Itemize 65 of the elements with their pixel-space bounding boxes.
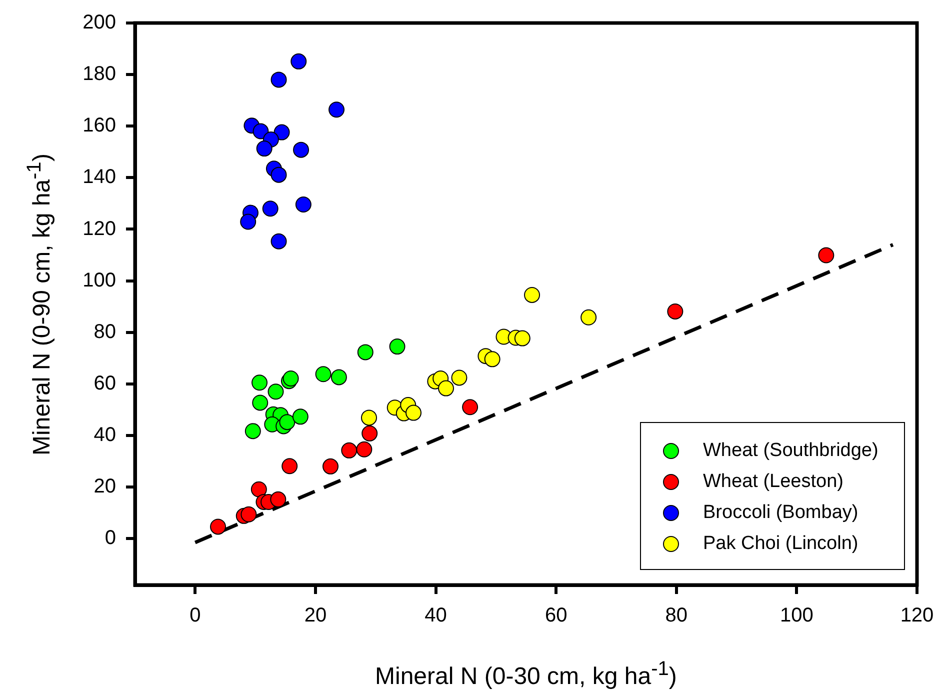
point [356,441,372,458]
point [484,351,500,368]
point [818,247,834,264]
point [315,366,332,382]
point [580,309,597,326]
point [252,394,268,411]
point [667,303,684,320]
y-tick-label: 40 [94,424,116,446]
y-tick-label: 120 [82,218,116,240]
point [451,370,468,386]
point [295,196,312,212]
point [210,518,226,535]
point [270,491,286,508]
point [290,53,307,70]
y-tick-label: 180 [82,63,116,86]
point [252,123,269,140]
y-tick-label: 60 [94,372,116,394]
point [268,384,284,400]
point [240,214,256,230]
x-tick-label: 40 [424,604,447,627]
legend-label: Broccoli (Bombay) [703,502,858,524]
point [292,408,308,425]
point [279,414,296,430]
point [357,344,374,360]
point [282,458,298,474]
point [252,374,268,391]
y-tick-label: 200 [82,12,116,34]
point [256,140,272,157]
point [293,142,310,158]
point [270,72,287,88]
point [274,124,290,140]
x-tick-label: 20 [304,604,327,627]
x-tick-label: 60 [544,604,568,627]
point [341,442,358,458]
point [244,423,261,440]
x-tick-label: 120 [900,604,934,627]
point [524,286,540,303]
point [250,481,267,498]
point [262,200,278,217]
x-tick-label: 80 [665,604,688,627]
x-tick-label: 100 [780,604,814,627]
point [361,410,377,426]
y-tick-label: 0 [104,527,116,550]
legend-label: Wheat (Leeston) [703,470,844,492]
x-axis-title: Mineral N (0-30 cm, kg ha$^{-1}$) [375,658,677,691]
point [270,233,287,250]
point [406,404,422,421]
point [462,399,478,416]
point [328,102,345,118]
x-tick-label: 0 [190,604,201,627]
point [270,166,287,183]
y-tick-label: 140 [82,166,116,188]
point [240,506,257,522]
y-tick-label: 20 [94,476,116,498]
y-tick-label: 160 [82,114,116,137]
point [389,338,406,355]
point [438,380,454,396]
point [322,458,338,474]
y-tick-label: 80 [94,320,116,343]
y-tick-label: 100 [82,269,116,292]
point [362,425,378,442]
legend-label: Pak Choi (Lincoln) [703,532,858,554]
point [330,369,347,386]
point [514,330,530,346]
legend-label: Wheat (Southbridge) [703,440,878,462]
